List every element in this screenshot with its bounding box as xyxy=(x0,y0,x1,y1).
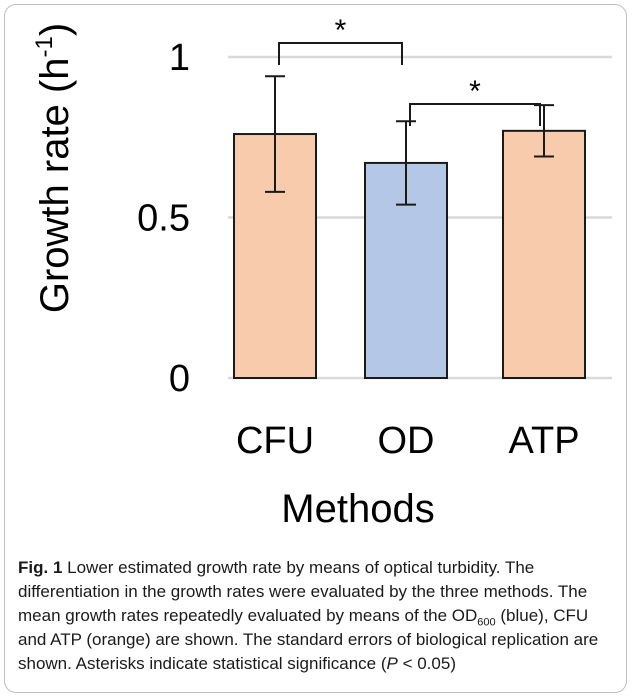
error-bars xyxy=(265,75,554,206)
x-tick-label-od: OD xyxy=(378,420,435,462)
significance-bracket xyxy=(409,103,541,126)
y-axis-label: Growth rate (h-1) xyxy=(31,23,77,313)
y-axis-label-superscript: -1 xyxy=(31,36,58,57)
figure-caption: Fig. 1 Lower estimated growth rate by me… xyxy=(18,556,618,676)
caption-p-value: < 0.05) xyxy=(402,654,456,673)
caption-sentence: The differentiation in the growth rates … xyxy=(18,558,588,625)
figure-label: Fig. 1 xyxy=(18,558,63,577)
bar-atp xyxy=(502,129,586,379)
x-tick-labels: CFU OD ATP xyxy=(236,420,580,462)
significance-asterisk: * xyxy=(335,14,347,47)
y-tick-label: 1 xyxy=(169,37,190,79)
x-tick-label-cfu: CFU xyxy=(236,420,314,462)
bars xyxy=(233,129,586,379)
significance-asterisk: * xyxy=(469,75,481,108)
x-tick-label-atp: ATP xyxy=(508,420,579,462)
y-tick-labels: 00.51 xyxy=(137,37,190,400)
significance-bracket xyxy=(278,42,403,65)
y-axis-label-close: ) xyxy=(33,23,77,36)
caption-title: Lower estimated growth rate by means of … xyxy=(67,558,501,577)
significance-brackets: ** xyxy=(278,14,541,126)
x-axis-label: Methods xyxy=(281,487,434,531)
growth-rate-bar-chart: ** 00.51 CFU OD ATP Growth rate (h-1) Meth… xyxy=(31,14,612,531)
y-tick-label: 0 xyxy=(169,358,190,400)
caption-sentence-end: (blue), CFU and ATP (orange) are shown. … xyxy=(18,606,599,673)
caption-p-symbol: P xyxy=(386,654,398,673)
y-axis-label-base: Growth rate (h xyxy=(33,58,77,314)
y-tick-label: 0.5 xyxy=(137,198,190,240)
caption-subscript: 600 xyxy=(477,616,496,629)
